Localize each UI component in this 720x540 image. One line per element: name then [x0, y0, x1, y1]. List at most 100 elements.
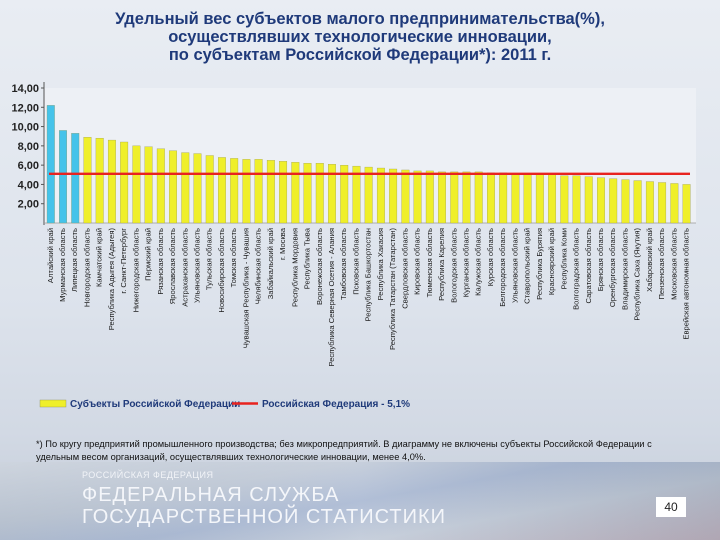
x-tick-label: г. Санкт-Петербург	[119, 228, 128, 294]
x-tick-label: Рязанская область	[156, 228, 165, 295]
x-tick-label: Псковская область	[351, 228, 360, 295]
bar	[450, 171, 459, 224]
x-tick-label: Ставропольский край	[523, 228, 532, 304]
bar	[597, 177, 605, 224]
bar	[59, 130, 67, 224]
bar	[572, 175, 581, 224]
bar	[364, 166, 373, 224]
x-tick-label: Ульяновская область	[510, 228, 519, 303]
bar	[462, 171, 471, 224]
bar	[609, 178, 618, 224]
bar	[621, 179, 630, 224]
bar	[645, 181, 654, 224]
bar	[254, 159, 263, 224]
x-tick-label: Республика Северная Осетия - Алания	[327, 228, 336, 367]
x-tick-label: Калужская область	[474, 228, 483, 296]
x-tick-label: Белгородская область	[498, 228, 507, 307]
flag-watermark	[0, 462, 720, 540]
bar	[205, 155, 214, 224]
bar	[181, 152, 190, 224]
x-tick-label: Волгоградская область	[572, 228, 581, 310]
x-tick-label: Брянская область	[596, 228, 605, 291]
bar	[266, 160, 275, 224]
bar	[670, 183, 679, 224]
x-tick-label: Воронежская область	[315, 228, 324, 305]
footer-banner	[0, 462, 720, 540]
bar	[120, 141, 129, 224]
x-tick-label: Республика Башкортостан	[364, 228, 373, 321]
bar	[242, 159, 251, 224]
bar	[474, 171, 483, 224]
bar	[658, 182, 667, 224]
x-tick-label: Республика Хакасия	[376, 228, 385, 300]
title-line-2: осуществлявших технологические инновации…	[168, 28, 552, 46]
x-tick-label: Оренбургская область	[608, 228, 617, 307]
x-tick-label: Челябинская область	[254, 228, 263, 304]
bar	[376, 167, 385, 224]
x-tick-label: Ярославская область	[168, 228, 177, 304]
x-tick-label: Владимирская область	[620, 228, 629, 310]
y-tick-label: 10,00	[11, 122, 39, 134]
bar	[425, 170, 434, 224]
x-tick-label: Республика Татарстан (Татарстан)	[388, 228, 397, 350]
page-number: 40	[656, 497, 686, 517]
x-tick-label: Еврейская автономная область	[682, 228, 691, 340]
bar	[156, 148, 165, 224]
x-tick-label: Нижегородская область	[131, 228, 140, 312]
y-tick-label: 14,00	[11, 83, 39, 95]
bar	[523, 174, 532, 224]
bar	[535, 174, 544, 224]
bar	[560, 175, 569, 224]
bar	[682, 184, 691, 224]
bar	[132, 145, 141, 224]
x-tick-label: Астраханская область	[180, 228, 189, 307]
bar	[401, 169, 410, 224]
bar	[230, 158, 239, 224]
bar	[303, 163, 312, 224]
bar	[352, 165, 361, 224]
footnote: *) По кругу предприятий промышленного пр…	[36, 439, 652, 462]
bar	[487, 172, 495, 224]
y-tick-label: 4,00	[18, 179, 39, 191]
legend-label-bar: Субъекты Российской Федерации	[70, 398, 240, 410]
x-tick-label: Пензенская область	[657, 228, 666, 300]
bar	[279, 161, 288, 224]
x-tick-label: Мурманская область	[58, 228, 67, 302]
x-tick-label: Республика Тыва	[303, 227, 312, 289]
x-tick-label: Республика Адыгея (Адыгея)	[107, 228, 116, 331]
x-tick-label: Томская область	[229, 228, 238, 287]
legend-swatch-bar	[39, 399, 67, 408]
bar	[193, 153, 202, 224]
footer-country: РОССИЙСКАЯ ФЕДЕРАЦИЯ	[82, 470, 214, 480]
slide-title: Удельный вес субъектов малого предприним…	[30, 10, 690, 64]
bar	[633, 180, 642, 224]
bar	[548, 174, 557, 224]
footer-agency-line-2: ГОСУДАРСТВЕННОЙ СТАТИСТИКИ	[82, 506, 446, 528]
x-tick-label: Тульская область	[205, 228, 214, 290]
footer-agency-line-1: ФЕДЕРАЛЬНАЯ СЛУЖБА	[82, 484, 340, 506]
x-tick-label: Республика Бурятия	[535, 228, 544, 300]
x-tick-label: Курганская область	[461, 228, 470, 297]
x-tick-label: Республика Карелия	[437, 228, 446, 301]
title-line-3: по субъектам Российской Федерации*): 201…	[168, 46, 552, 64]
bar	[144, 146, 153, 224]
bar	[46, 105, 55, 224]
x-tick-label: Липецкая область	[70, 228, 79, 292]
x-tick-label: Новгородская область	[82, 228, 91, 307]
x-tick-label: Московская область	[669, 228, 678, 300]
x-tick-label: Алтайский край	[46, 228, 55, 283]
bar	[438, 171, 446, 224]
x-tick-label: Хабаровский край	[645, 228, 654, 292]
x-tick-label: Свердловская область	[400, 228, 409, 309]
bar	[328, 164, 336, 224]
y-tick-label: 8,00	[18, 141, 39, 153]
x-tick-label: Ульяновская область	[193, 228, 202, 303]
bar	[413, 170, 422, 224]
y-tick-label: 12,00	[11, 102, 39, 114]
bar	[389, 168, 398, 224]
bar	[340, 164, 349, 224]
x-tick-label: Курская область	[486, 228, 495, 286]
x-tick-label: Новосибирская область	[217, 228, 226, 313]
x-tick-label: Красноярский край	[547, 228, 556, 295]
bar	[71, 133, 80, 224]
